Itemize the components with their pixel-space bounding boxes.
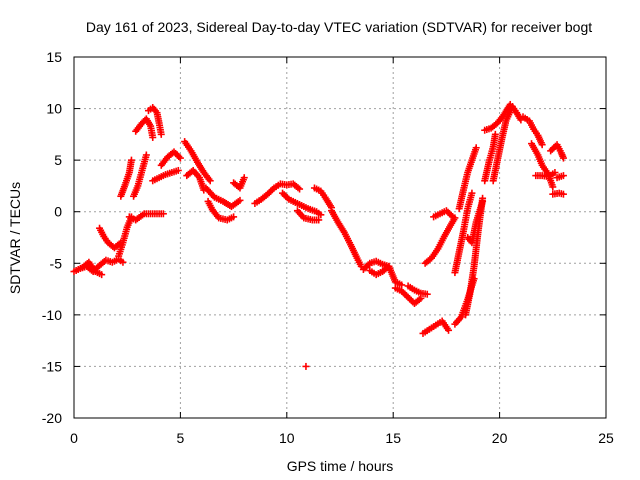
data-point: [296, 185, 304, 193]
data-point: [206, 177, 214, 185]
y-tick-label: -20: [42, 410, 62, 426]
data-point: [398, 281, 406, 289]
x-tick-label: 25: [598, 430, 614, 446]
data-point: [142, 151, 150, 159]
data-point: [445, 326, 453, 334]
y-tick-label: 0: [54, 204, 62, 220]
data-point: [551, 169, 559, 177]
x-tick-label: 15: [385, 430, 401, 446]
data-point: [479, 197, 487, 205]
data-points: [70, 100, 567, 370]
data-point: [559, 190, 567, 198]
data-point: [174, 166, 182, 174]
y-axis-label: SDTVAR / TECUs: [7, 182, 23, 294]
data-point: [176, 154, 184, 162]
data-point: [149, 133, 157, 141]
y-tick-label: -10: [42, 307, 62, 323]
data-point: [423, 290, 431, 298]
data-point: [506, 100, 514, 108]
y-tick-label: 10: [46, 101, 62, 117]
data-point: [127, 156, 135, 164]
x-tick-label: 10: [279, 430, 295, 446]
data-point: [538, 141, 546, 149]
data-point: [549, 183, 557, 191]
x-axis-label: GPS time / hours: [287, 458, 394, 474]
data-point: [119, 258, 127, 266]
data-point: [157, 130, 165, 138]
data-point: [98, 271, 106, 279]
chart-title: Day 161 of 2023, Sidereal Day-to-day VTE…: [86, 19, 592, 35]
y-tick-label: 5: [54, 152, 62, 168]
x-tick-label: 0: [70, 430, 78, 446]
y-tick-label: -5: [50, 255, 63, 271]
data-point: [449, 213, 457, 221]
data-point: [559, 154, 567, 162]
data-point: [559, 172, 567, 180]
data-point: [468, 189, 476, 197]
x-tick-label: 20: [492, 430, 508, 446]
x-tick-label: 5: [177, 430, 185, 446]
data-point: [240, 174, 248, 182]
y-tick-label: 15: [46, 49, 62, 65]
data-point: [302, 362, 310, 370]
data-point: [472, 144, 480, 152]
data-point: [315, 216, 323, 224]
axis-ticks: 0 5 10 15 20 25 -20 -15 -10 -5 0 5 10 15: [42, 49, 614, 446]
y-tick-label: -15: [42, 358, 62, 374]
data-point: [236, 196, 244, 204]
plot-frame: [73, 56, 607, 419]
data-point: [317, 211, 325, 219]
data-point: [230, 213, 238, 221]
data-point: [159, 210, 167, 218]
data-point: [491, 130, 499, 138]
